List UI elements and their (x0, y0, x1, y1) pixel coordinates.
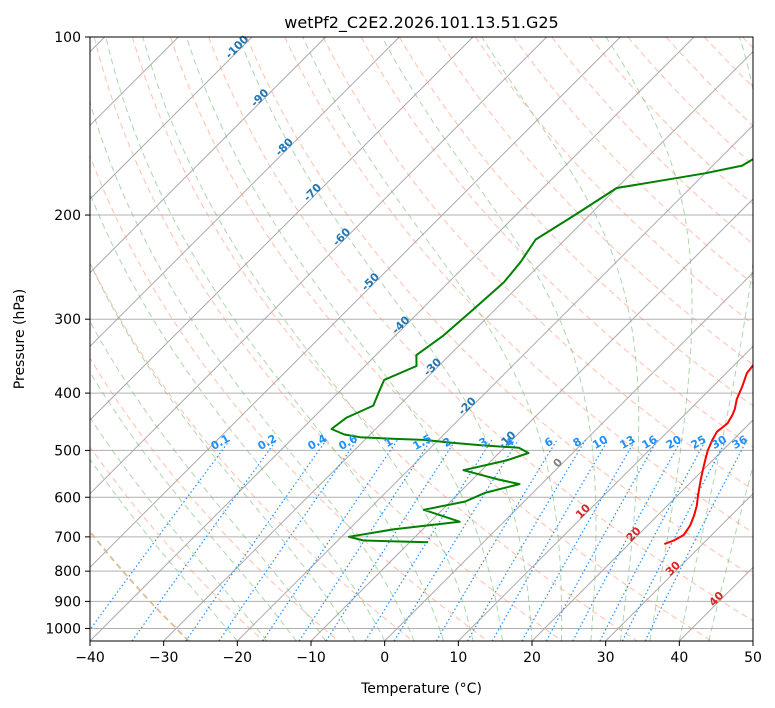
isotherm-line (531, 419, 753, 641)
temperature-profile (663, 363, 753, 546)
dry-adiabat-line (551, 37, 753, 245)
y-tick-label: 400 (54, 386, 81, 402)
x-tick-label: 10 (449, 650, 467, 666)
mixing-ratio-line (185, 439, 327, 641)
moist-adiabat-line (481, 37, 640, 641)
mixing-ratio-line (325, 439, 457, 641)
dry-adiabat-line (170, 37, 712, 641)
dry-adiabat-line (90, 154, 488, 641)
dry-adiabat-line (93, 37, 563, 641)
dry-adiabat-line (513, 37, 753, 285)
dry-adiabat-line (284, 37, 753, 534)
moist-adiabat-line (186, 37, 503, 641)
dry-adiabat-line (398, 37, 753, 407)
axes: −40 −30 −20 −10 0 10 20 30 40 50 100 200 300 400 500 60… (45, 30, 762, 666)
mixing-ratio-line (393, 439, 519, 641)
mixing-ratio-line (521, 439, 636, 641)
moist-adiabat-line (105, 37, 445, 641)
moist-adiabat-line (90, 458, 238, 641)
x-tick-label: 50 (744, 650, 762, 666)
y-tick-label: 600 (54, 490, 81, 506)
y-tick-label: 900 (54, 594, 81, 610)
y-tick-label: 500 (54, 443, 81, 459)
dry-adiabat-line (246, 37, 753, 578)
moist-adiabat-line (90, 320, 327, 641)
plot-frame (89, 36, 754, 642)
mixing-ratio-line (466, 439, 587, 641)
isotherm-line (236, 124, 753, 641)
dry-adiabat-highlight (90, 530, 190, 641)
isotherm-line (90, 37, 327, 274)
x-tick-label: −10 (296, 650, 326, 666)
x-tick-label: 20 (523, 650, 541, 666)
y-tick-label: 200 (54, 208, 81, 224)
x-tick-label: 0 (380, 650, 389, 666)
dry-adiabat-line (90, 261, 414, 641)
x-tick-label: −40 (75, 650, 105, 666)
moist-adiabat-line (708, 464, 753, 641)
mixing-ratio-line (298, 439, 432, 641)
mixing-ratio-line (364, 439, 493, 641)
isotherm-line (90, 37, 621, 569)
isotherm-line (90, 37, 474, 421)
isotherm-line (605, 492, 753, 641)
y-axis-label: Pressure (hPa) (12, 289, 28, 389)
isotherm-line (90, 37, 695, 641)
background-lines (90, 37, 753, 641)
isotherm-line (90, 37, 548, 495)
mixing-ratio-line (435, 439, 558, 641)
mixing-ratio-line (90, 439, 231, 631)
moist-adiabat-line (142, 37, 474, 641)
isotherm-line (90, 37, 253, 200)
isotherm-line (384, 271, 753, 641)
y-tick-label: 100 (54, 30, 81, 46)
moist-adiabat-line (605, 37, 693, 641)
moist-adiabat-line (381, 37, 597, 641)
y-tick-label: 300 (54, 312, 81, 328)
moist-adiabat-line (90, 416, 268, 641)
dry-adiabat-line (436, 37, 753, 366)
x-tick-label: −20 (223, 650, 253, 666)
dry-adiabat-line (208, 37, 753, 622)
mixing-ratio-line (545, 439, 658, 641)
x-axis-label: Temperature (°C) (360, 681, 482, 697)
x-tick-label: 40 (670, 650, 688, 666)
mixing-ratio-line (644, 439, 748, 641)
y-tick-label: 800 (54, 564, 81, 580)
x-tick-label: −30 (149, 650, 179, 666)
chart-title: wetPf2_C2E2.2026.101.13.51.G25 (284, 13, 558, 33)
moist-adiabat-line (238, 37, 533, 641)
moist-adiabat-line (90, 100, 415, 641)
mixing-ratio-line (491, 439, 609, 641)
mixing-ratio-line (262, 439, 399, 641)
isotherm-line (90, 37, 400, 348)
data-lines (330, 158, 753, 546)
dewpoint-profile (330, 158, 753, 544)
isotherm-line (457, 345, 753, 641)
y-tick-label: 700 (54, 530, 81, 546)
moist-adiabat-line (90, 262, 356, 641)
y-tick-label: 1000 (45, 621, 81, 637)
moist-adiabat-line (90, 371, 297, 641)
isotherm-line (163, 50, 753, 641)
moist-adiabat-line (90, 192, 386, 641)
moist-adiabat-line (302, 37, 563, 641)
x-tick-label: 30 (597, 650, 615, 666)
dry-adiabat-line (90, 445, 264, 641)
mixing-ratio-line (218, 439, 358, 641)
moist-adiabat-line (678, 37, 753, 641)
